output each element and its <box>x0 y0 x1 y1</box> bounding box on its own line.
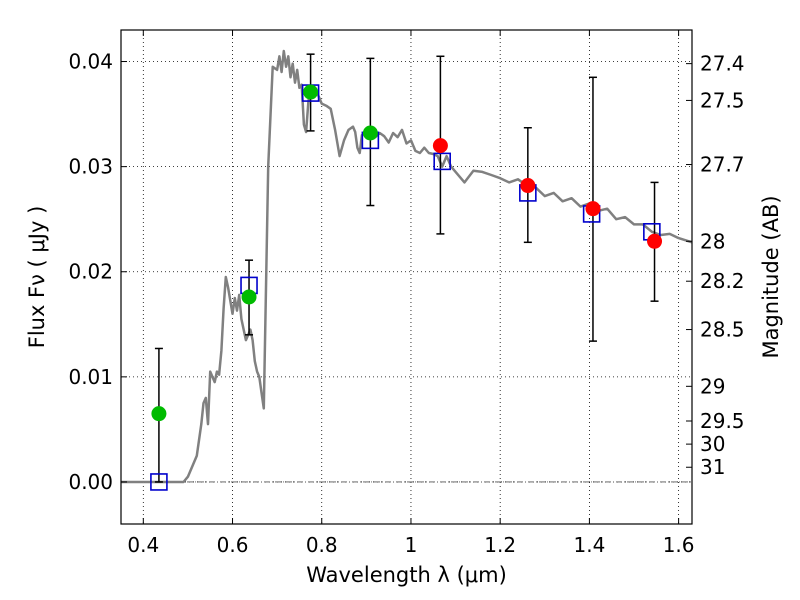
observed-flux-point <box>362 125 378 141</box>
right-tick-label: 28 <box>700 229 725 253</box>
x-tick-label: 1.2 <box>484 533 516 557</box>
observed-flux-point <box>432 138 448 154</box>
right-tick-label: 28.2 <box>700 269 745 293</box>
model-photometry-square <box>150 473 168 491</box>
y-axis-label: Flux Fν ( μJy ) <box>25 206 49 349</box>
right-tick-label: 29 <box>700 374 725 398</box>
observed-flux-point <box>520 178 536 194</box>
plot-area <box>121 49 693 491</box>
right-tick-label: 30 <box>700 432 725 456</box>
right-tick-label: 27.7 <box>700 153 745 177</box>
plot-frame <box>120 29 693 525</box>
model-spectrum-line <box>121 49 693 484</box>
x-axis-label: Wavelength λ (μm) <box>306 563 507 587</box>
x-tick-label: 1.4 <box>573 533 605 557</box>
observed-flux-point <box>647 233 663 249</box>
grid-lines <box>121 30 692 524</box>
right-tick-label: 27.5 <box>700 88 745 112</box>
observed-flux-point <box>303 84 319 100</box>
x-tick-label: 0.8 <box>306 533 338 557</box>
observed-flux-point <box>585 201 601 217</box>
y-tick-label: 0.03 <box>68 155 113 179</box>
x-tick-label: 1.6 <box>663 533 695 557</box>
y-tick-label: 0.02 <box>68 260 113 284</box>
y-tick-label: 0.04 <box>68 50 113 74</box>
x-tick-label: 1 <box>405 533 418 557</box>
observed-flux-point <box>151 406 167 422</box>
x-tick-label: 0.6 <box>217 533 249 557</box>
right-tick-label: 28.5 <box>700 318 745 342</box>
right-axis-label: Magnitude (AB) <box>759 195 783 358</box>
observed-flux-point <box>241 289 257 305</box>
y-tick-label: 0.01 <box>68 365 113 389</box>
model-photometry-square <box>433 152 451 171</box>
x-tick-label: 0.4 <box>127 533 159 557</box>
right-tick-label: 31 <box>700 455 725 479</box>
right-tick-label: 27.4 <box>700 52 745 76</box>
y-tick-label: 0.00 <box>68 470 113 494</box>
right-tick-label: 29.5 <box>700 409 745 433</box>
axis-ticks: 0.4 0.6 0.8 1 1.2 1.4 1.6 0.00 0.01 0.02 0.03 0.04 2… <box>68 30 745 557</box>
